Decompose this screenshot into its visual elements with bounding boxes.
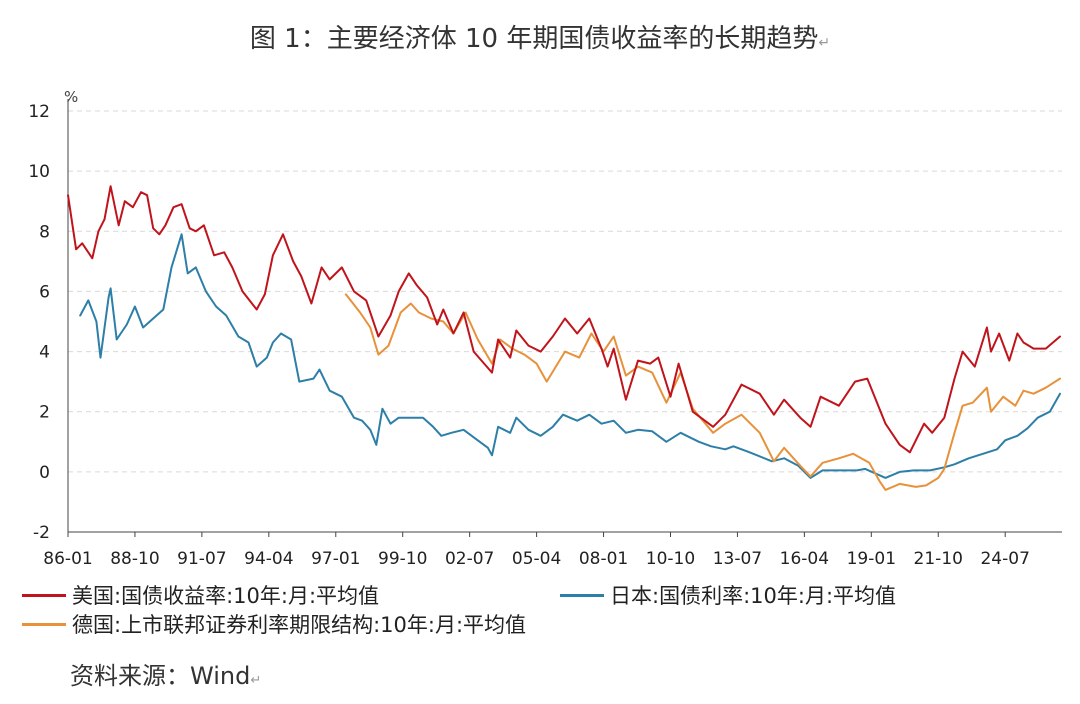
y-tick-label: 0: [39, 463, 50, 483]
x-tick-label: 10-10: [646, 549, 695, 569]
y-tick-label: 12: [28, 102, 50, 122]
source-text: 资料来源：Wind: [70, 662, 251, 690]
figure-title: 图 1：主要经济体 10 年期国债收益率的长期趋势↵: [0, 18, 1080, 55]
legend-item-de: 德国:上市联邦证券利率期限结构:10年:月:平均值: [22, 609, 526, 639]
x-tick-label: 13-07: [713, 549, 762, 569]
x-tick-label: 16-04: [780, 549, 829, 569]
y-tick-label: 10: [28, 162, 50, 182]
y-tick-label: 6: [39, 282, 50, 302]
series-jp-line: [79, 233, 1061, 479]
legend-label-us: 美国:国债收益率:10年:月:平均值: [72, 584, 380, 608]
paragraph-mark: ↵: [818, 35, 831, 51]
x-tick-label: 21-10: [914, 549, 963, 569]
series-de-line: [344, 293, 1061, 491]
x-tick-label: 05-04: [512, 549, 561, 569]
legend-swatch-de: [22, 622, 66, 626]
x-tick-label: 97-01: [311, 549, 360, 569]
legend-label-de: 德国:上市联邦证券利率期限结构:10年:月:平均值: [72, 613, 527, 637]
y-tick-label: -2: [33, 523, 50, 543]
series-lines: [67, 185, 1061, 491]
legend-label-jp: 日本:国债利率:10年:月:平均值: [610, 584, 897, 608]
legend-swatch-us: [22, 593, 66, 597]
y-axis-unit-label: %: [64, 88, 78, 106]
legend-swatch-jp: [560, 593, 604, 597]
x-tick-label: 88-10: [110, 549, 159, 569]
figure-title-text: 图 1：主要经济体 10 年期国债收益率的长期趋势: [249, 24, 819, 54]
y-tick-label: 4: [39, 343, 50, 363]
y-tick-label: 2: [39, 403, 50, 423]
y-tick-label: 8: [39, 222, 50, 242]
source-note: 资料来源：Wind↵: [70, 656, 261, 691]
x-tick-label: 08-01: [579, 549, 628, 569]
x-tick-label: 91-07: [177, 549, 226, 569]
x-tick-label: 94-04: [244, 549, 293, 569]
x-axis-ticks: 86-01 88-10 91-07 94-04 97-01 99-10 02-07 05-04…: [43, 532, 1030, 569]
legend-item-jp: 日本:国债利率:10年:月:平均值: [560, 580, 896, 610]
x-tick-label: 02-07: [445, 549, 494, 569]
legend-item-us: 美国:国债收益率:10年:月:平均值: [22, 580, 379, 610]
series-us-line: [67, 185, 1061, 454]
gridlines: [67, 99, 1062, 533]
source-paragraph-mark: ↵: [250, 673, 262, 688]
y-axis-ticks: -2 0 2 4 6 8 10 12: [28, 102, 50, 543]
x-tick-label: 99-10: [378, 549, 427, 569]
x-tick-label: 86-01: [43, 549, 92, 569]
x-tick-label: 24-07: [980, 549, 1029, 569]
x-tick-label: 19-01: [847, 549, 896, 569]
